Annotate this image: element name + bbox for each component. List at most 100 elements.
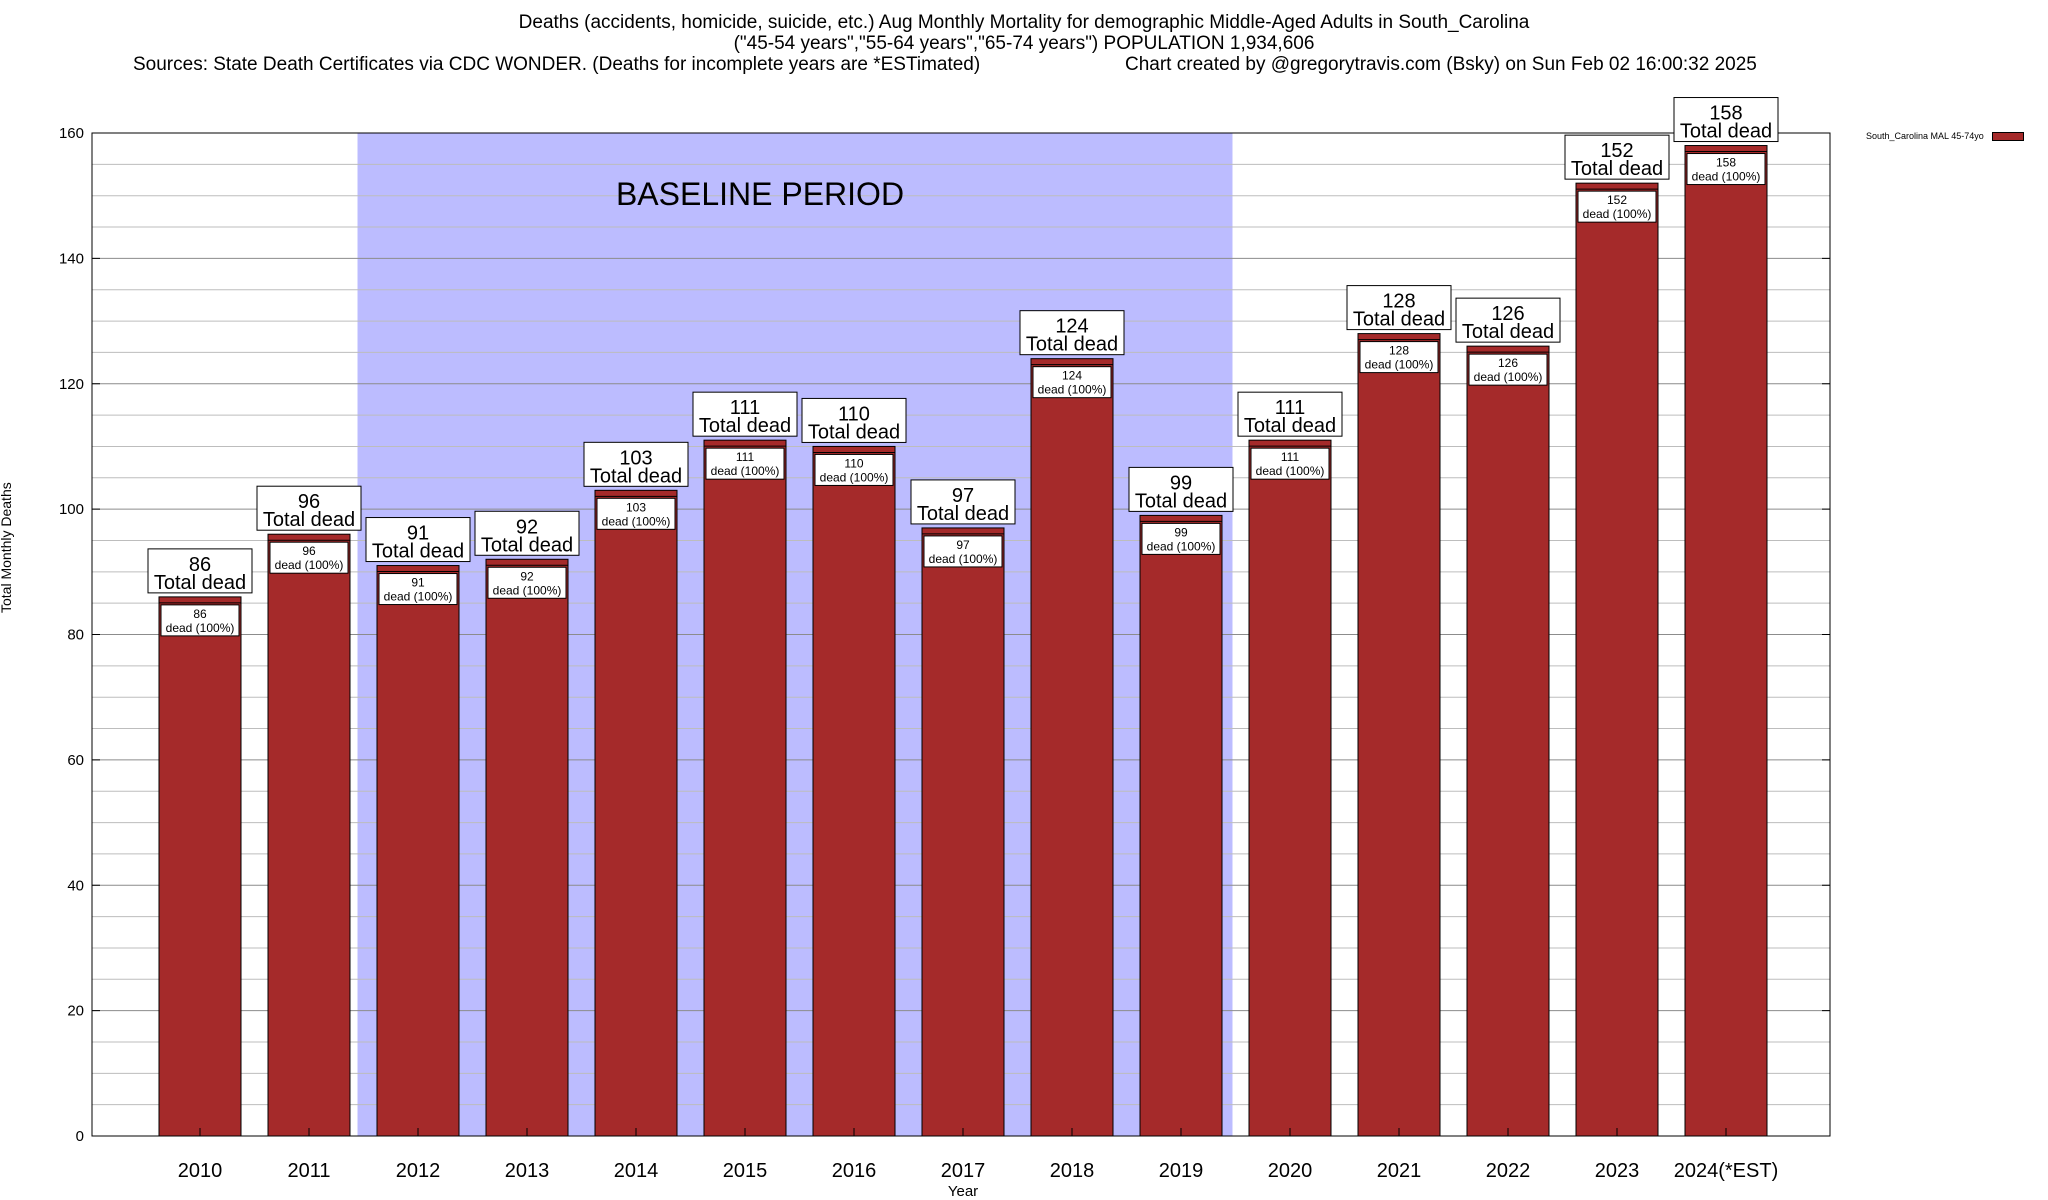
total-label-box (910, 479, 1016, 525)
bar-2015 (703, 439, 787, 1137)
total-dead-label: Total dead (1135, 490, 1227, 512)
y-tick-label: 100 (59, 501, 84, 518)
total-value-label: 110 (838, 403, 870, 425)
inner-value-label: 110 (844, 456, 863, 470)
bar-2019 (1139, 514, 1223, 1137)
x-tick-label: 2017 (941, 1160, 986, 1182)
total-value-label: 91 (407, 523, 429, 545)
inner-value-label: 91 (411, 576, 425, 590)
inner-label-box (1468, 353, 1548, 386)
total-value-label: 128 (1382, 291, 1415, 313)
inner-value-label: 111 (1281, 450, 1300, 464)
total-value-label: 152 (1600, 140, 1633, 162)
total-label-box (1237, 391, 1343, 437)
x-tick-label: 2012 (396, 1160, 441, 1182)
total-dead-label: Total dead (372, 541, 464, 563)
inner-label-box (487, 566, 567, 599)
inner-pct-label: dead (100%) (711, 464, 780, 478)
legend-swatch (1991, 131, 2024, 141)
total-value-label: 103 (619, 447, 652, 469)
x-axis-label: Year (947, 1183, 979, 1200)
total-label-box (801, 397, 907, 443)
inner-value-label: 128 (1389, 344, 1409, 358)
inner-value-label: 97 (956, 538, 970, 552)
inner-label-box (1359, 341, 1439, 374)
inner-value-label: 86 (193, 607, 207, 621)
y-tick-label: 140 (59, 250, 84, 267)
total-label-box (1564, 134, 1670, 180)
total-label-box (583, 441, 689, 487)
bar-2023 (1575, 182, 1659, 1137)
chart-subtitle: ("45-54 years","55-64 years","65-74 year… (733, 33, 1315, 54)
total-label-box (147, 548, 253, 594)
bar-2012 (376, 565, 460, 1137)
inner-value-label: 92 (520, 569, 534, 583)
inner-label-box (923, 535, 1003, 568)
inner-label-box (1686, 153, 1766, 186)
baseline-label: BASELINE PERIOD (616, 176, 904, 212)
x-tick-label: 2010 (178, 1160, 223, 1182)
inner-pct-label: dead (100%) (929, 552, 998, 566)
x-tick-label: 2020 (1268, 1160, 1313, 1182)
inner-pct-label: dead (100%) (1692, 170, 1761, 184)
inner-label-box (1141, 522, 1221, 555)
x-tick-label: 2016 (832, 1160, 877, 1182)
bar-2010 (158, 596, 242, 1137)
y-tick-label: 40 (67, 877, 84, 894)
inner-pct-label: dead (100%) (1147, 539, 1216, 553)
inner-value-label: 124 (1062, 369, 1082, 383)
total-value-label: 126 (1491, 303, 1524, 325)
inner-label-box (1250, 447, 1330, 480)
inner-value-label: 126 (1498, 356, 1518, 370)
bar-2021 (1357, 333, 1441, 1137)
total-label-box (474, 510, 580, 556)
y-tick-label: 20 (67, 1003, 84, 1020)
inner-label-box (378, 573, 458, 606)
x-tick-label: 2019 (1159, 1160, 1204, 1182)
total-dead-label: Total dead (1026, 334, 1118, 356)
inner-pct-label: dead (100%) (275, 558, 344, 572)
bar-2016 (812, 445, 896, 1137)
total-value-label: 111 (730, 397, 760, 419)
chart-sources: Sources: State Death Certificates via CD… (133, 54, 981, 75)
inner-value-label: 152 (1607, 193, 1627, 207)
total-label-box (1128, 466, 1234, 512)
inner-value-label: 99 (1174, 525, 1188, 539)
x-tick-label: 2013 (505, 1160, 550, 1182)
total-label-box (692, 391, 798, 437)
total-label-box (256, 485, 362, 531)
inner-pct-label: dead (100%) (166, 621, 235, 635)
x-tick-label: 2022 (1486, 1160, 1531, 1182)
total-dead-label: Total dead (808, 421, 900, 443)
total-dead-label: Total dead (1244, 415, 1336, 437)
total-dead-label: Total dead (699, 415, 791, 437)
total-value-label: 124 (1055, 316, 1088, 338)
total-label-box (1346, 285, 1452, 331)
chart-credit: Chart created by @gregorytravis.com (Bsk… (1125, 54, 1757, 75)
total-dead-label: Total dead (917, 503, 1009, 525)
inner-value-label: 103 (626, 500, 646, 514)
inner-pct-label: dead (100%) (602, 514, 671, 528)
x-tick-label: 2018 (1050, 1160, 1095, 1182)
y-tick-label: 80 (67, 627, 84, 644)
inner-pct-label: dead (100%) (1038, 383, 1107, 397)
x-tick-label: 2021 (1377, 1160, 1422, 1182)
inner-pct-label: dead (100%) (384, 590, 453, 604)
inner-label-box (705, 447, 785, 480)
total-value-label: 96 (298, 491, 320, 513)
total-dead-label: Total dead (154, 572, 246, 594)
total-label-box (1455, 297, 1561, 343)
inner-label-box (1577, 190, 1657, 223)
inner-pct-label: dead (100%) (1365, 358, 1434, 372)
inner-pct-label: dead (100%) (1583, 207, 1652, 221)
total-dead-label: Total dead (1571, 158, 1663, 180)
inner-pct-label: dead (100%) (493, 583, 562, 597)
total-dead-label: Total dead (1353, 309, 1445, 331)
bar-2014 (594, 489, 678, 1137)
inner-value-label: 158 (1716, 156, 1736, 170)
total-dead-label: Total dead (1680, 121, 1772, 143)
legend: South_Carolina MAL 45-74yo (1866, 131, 2024, 141)
x-tick-label: 2015 (723, 1160, 768, 1182)
total-dead-label: Total dead (1462, 321, 1554, 343)
